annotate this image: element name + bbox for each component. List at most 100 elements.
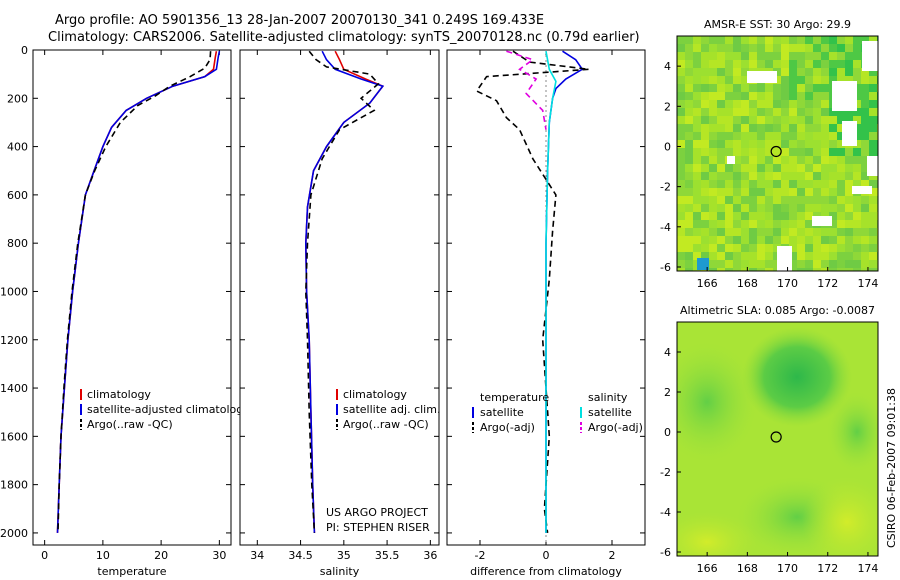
sla-mid <box>827 392 878 472</box>
sst-cell <box>821 132 829 140</box>
sst-cell <box>717 180 725 188</box>
sst-cell <box>765 212 773 220</box>
sst-cell <box>837 44 845 52</box>
argo-position-marker <box>770 431 782 443</box>
sst-cell <box>861 68 869 76</box>
sst-cell <box>741 188 749 196</box>
sst-cell <box>749 180 757 188</box>
sst-cell <box>845 212 853 220</box>
salinity-profile: 34 34.5 35 35.5 36 salinity climatology satelli… <box>239 49 440 578</box>
sst-cell <box>757 220 765 228</box>
sst-cell <box>869 196 877 204</box>
sst-cell <box>693 196 701 204</box>
sst-cell <box>773 156 781 164</box>
sst-cell <box>765 220 773 228</box>
sst-cell <box>693 108 701 116</box>
sst-cell <box>741 236 749 244</box>
sst-cell <box>717 124 725 132</box>
missing-data-patch <box>832 81 857 111</box>
sst-cell <box>805 108 813 116</box>
sst-cell <box>789 132 797 140</box>
sst-cell <box>765 92 773 100</box>
sst-cell <box>717 236 725 244</box>
sst-cell <box>837 68 845 76</box>
sst-cell <box>789 68 797 76</box>
sst-cell <box>693 228 701 236</box>
sst-cell <box>677 196 685 204</box>
temperature-profile: 0 10 20 30 0 200 400 600 800 1000 1200 1400 1600 1800… <box>0 44 250 578</box>
sst-cell <box>749 164 757 172</box>
y-tick-label: -2 <box>660 466 671 479</box>
sst-cell <box>829 220 837 228</box>
sst-cell <box>749 204 757 212</box>
x-tick-label: 174 <box>857 277 878 290</box>
y-tick-label: 0 <box>21 44 28 57</box>
sst-cell <box>773 60 781 68</box>
x-tick-label: 172 <box>817 277 838 290</box>
sst-cell <box>701 164 709 172</box>
sst-cell <box>789 116 797 124</box>
sst-cell <box>821 156 829 164</box>
x-tick-label: 0 <box>543 549 550 562</box>
sst-cell <box>837 260 845 268</box>
x-tick-label: 35.5 <box>375 549 400 562</box>
sst-cell <box>845 260 853 268</box>
sst-cell <box>821 244 829 252</box>
sst-cell <box>757 36 765 44</box>
legend-label: satellite-adjusted climatology <box>87 403 250 416</box>
sst-cell <box>773 84 781 92</box>
sst-cell <box>701 68 709 76</box>
sst-cell <box>821 108 829 116</box>
sst-cell <box>709 132 717 140</box>
sst-cell <box>853 60 861 68</box>
sst-cell <box>773 236 781 244</box>
sst-cell <box>733 188 741 196</box>
project-annotation: PI: STEPHEN RISER <box>326 521 430 534</box>
sst-cell <box>677 236 685 244</box>
legend-heading: temperature <box>480 391 549 404</box>
missing-data-patch <box>727 156 735 164</box>
sst-cell <box>773 212 781 220</box>
sst-cell <box>701 148 709 156</box>
sst-cell <box>813 172 821 180</box>
sst-cell <box>677 164 685 172</box>
sst-cell <box>685 52 693 60</box>
sst-cell <box>725 260 733 268</box>
sst-cell <box>749 116 757 124</box>
sst-cell <box>805 196 813 204</box>
argo-position-marker <box>770 145 782 158</box>
sst-cell <box>789 108 797 116</box>
sst-cell <box>829 236 837 244</box>
sst-cell <box>781 132 789 140</box>
sst-cell <box>821 100 829 108</box>
series-line-argo-raw-qc- <box>57 51 212 533</box>
sst-cell <box>829 196 837 204</box>
sst-cell <box>813 244 821 252</box>
sst-cell <box>781 84 789 92</box>
x-tick-label: 0 <box>41 549 48 562</box>
y-tick-label: 2 <box>664 100 671 113</box>
sst-cell <box>821 52 829 60</box>
timestamp-label: CSIRO 06-Feb-2007 09:01:38 <box>885 388 898 548</box>
sst-cell <box>709 148 717 156</box>
sst-cell <box>797 76 805 84</box>
sst-cell <box>845 228 853 236</box>
sst-cell <box>837 36 845 44</box>
sst-cell <box>805 84 813 92</box>
sst-cell <box>693 84 701 92</box>
sst-cell <box>741 100 749 108</box>
sst-cell <box>693 44 701 52</box>
sst-cell <box>717 156 725 164</box>
sst-cell <box>693 212 701 220</box>
sst-cell <box>821 76 829 84</box>
sst-cell <box>853 244 861 252</box>
sst-cell <box>821 228 829 236</box>
sst-cell <box>861 252 869 260</box>
x-tick-label: 36 <box>423 549 437 562</box>
sst-cell <box>709 44 717 52</box>
sst-cell <box>749 260 757 268</box>
sst-cell <box>725 228 733 236</box>
sst-cell <box>757 84 765 92</box>
sst-cell <box>789 244 797 252</box>
amsr-e-sst-map: AMSR-E SST: 30 Argo: 29.9 166 168 170 172 174… <box>660 18 879 290</box>
